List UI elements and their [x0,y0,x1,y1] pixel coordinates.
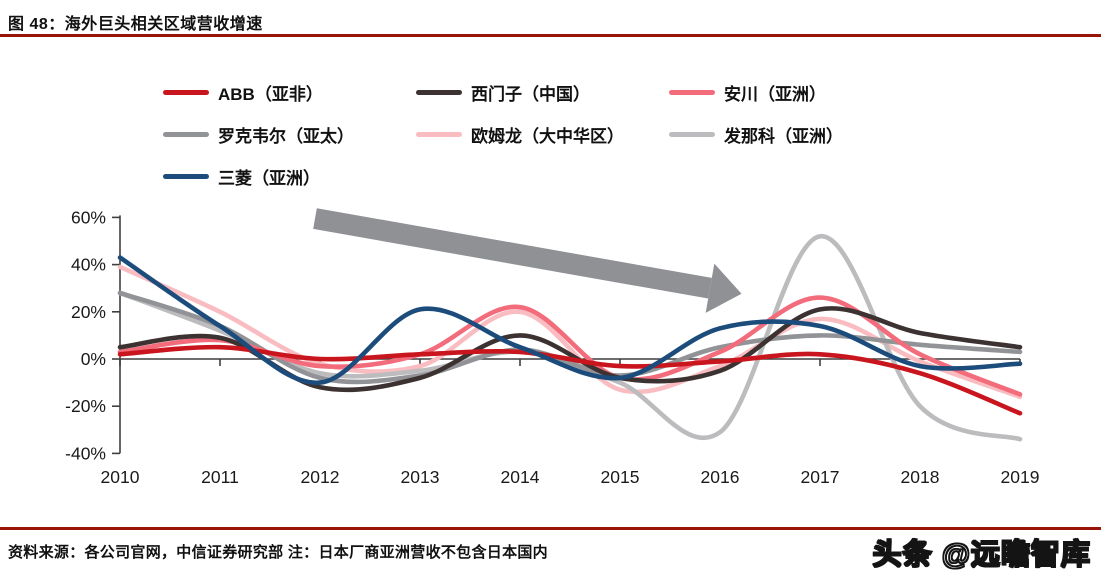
chart-legend: ABB（亚非） 西门子（中国） 安川（亚洲） 罗克韦尔（亚太） 欧姆龙（大中华区） 发那科… [163,80,922,189]
legend-swatch-line [669,132,715,137]
y-axis-tick-label: 60% [71,207,106,227]
legend-label: 欧姆龙（大中华区） [471,127,624,146]
legend-swatch-line [163,174,209,179]
x-axis-tick-label: 2014 [501,467,540,487]
legend-swatch-line [163,90,209,95]
series-line [117,264,1023,400]
figure-title: 图 48：海外巨头相关区域营收增速 [8,16,263,33]
y-axis-tick-label: 40% [71,255,106,275]
legend-label: 罗克韦尔（亚太） [218,127,354,146]
y-axis-tick-label: -20% [65,396,106,416]
x-axis-tick-label: 2011 [201,467,239,487]
legend-item: 发那科（亚洲） [669,122,922,147]
legend-swatch-line [669,90,715,95]
x-axis-tick-label: 2019 [1001,467,1040,487]
source-note: 资料来源：各公司官网，中信证券研究部 注：日本厂商亚洲营收不包含日本国内 [8,544,548,561]
x-axis-tick-label: 2018 [901,467,940,487]
legend-label: 西门子（中国） [471,85,590,104]
x-axis-tick-label: 2012 [301,467,340,487]
legend-item: 三菱（亚洲） [163,164,416,189]
series-line [117,344,1023,416]
legend-swatch-line [416,90,462,95]
legend-item: ABB（亚非） [163,80,416,105]
x-axis-tick-label: 2010 [101,467,140,487]
trend-arrow-head [705,263,742,313]
trend-arrow-shaft [313,208,712,299]
legend-swatch-line [416,132,462,137]
y-axis-tick-label: 20% [71,302,106,322]
legend-label: ABB（亚非） [218,85,323,104]
legend-item: 西门子（中国） [416,80,669,105]
legend-item: 罗克韦尔（亚太） [163,122,416,147]
legend-swatch-line [163,132,209,137]
legend-label: 安川（亚洲） [724,85,826,104]
x-axis-tick-label: 2013 [401,467,440,487]
y-axis-tick-label: -40% [65,443,106,463]
watermark: 头条 @远瞻智库 [872,538,1091,572]
series-line [117,255,1023,385]
legend-label: 三菱（亚洲） [218,169,320,188]
x-axis-tick-label: 2017 [801,467,840,487]
title-underline-rule [0,34,1101,37]
legend-label: 发那科（亚洲） [724,127,843,146]
legend-item: 安川（亚洲） [669,80,922,105]
x-axis-tick-label: 2016 [701,467,740,487]
legend-item: 欧姆龙（大中华区） [416,122,669,147]
x-axis-tick-label: 2015 [601,467,640,487]
y-axis-tick-label: 0% [81,349,106,369]
footer-rule [0,527,1101,530]
